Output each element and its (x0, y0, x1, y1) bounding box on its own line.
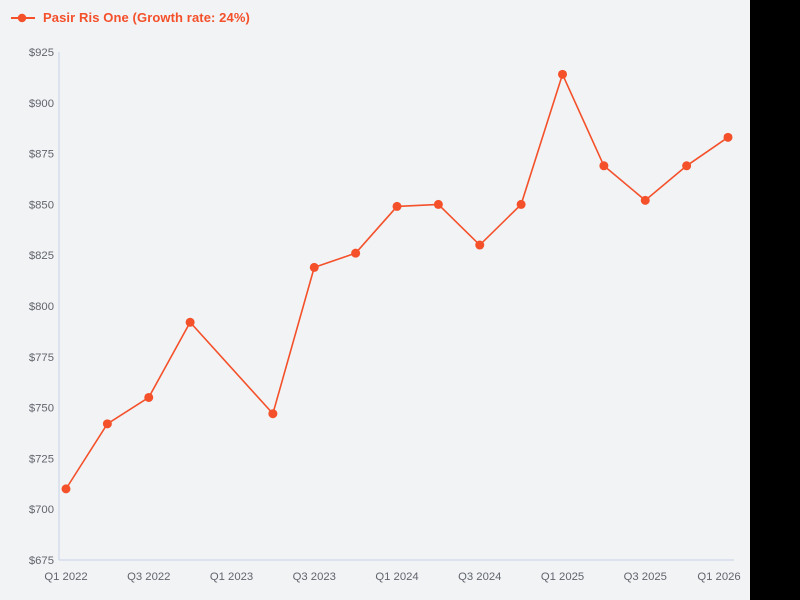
data-point[interactable] (433, 199, 443, 209)
data-point[interactable] (558, 69, 567, 79)
y-tick-label: $750 (29, 403, 54, 415)
y-tick-label: $850 (29, 199, 54, 211)
x-tick-label: Q1 2026 (697, 571, 740, 583)
data-point[interactable] (102, 419, 112, 429)
series-line (65, 72, 729, 490)
data-point[interactable] (351, 248, 361, 258)
x-tick-label: Q3 2024 (458, 571, 501, 583)
y-tick-label: $775 (29, 352, 54, 364)
x-tick-label: Q3 2022 (127, 571, 170, 583)
y-tick-label: $800 (29, 301, 54, 313)
y-tick-label: $725 (29, 453, 54, 465)
data-point[interactable] (185, 317, 195, 327)
y-tick-label: $825 (29, 250, 54, 262)
x-tick-label: Q1 2023 (210, 571, 253, 583)
data-point[interactable] (723, 132, 733, 142)
y-tick-label: $675 (29, 555, 54, 567)
x-tick-label: Q1 2025 (541, 571, 584, 583)
x-tick-label: Q3 2025 (624, 571, 667, 583)
x-tick-label: Q1 2022 (44, 571, 87, 583)
y-tick-label: $925 (29, 47, 54, 59)
legend-item[interactable]: Pasir Ris One (Growth rate: 24%) (11, 10, 250, 25)
data-point[interactable] (309, 262, 319, 272)
data-point[interactable] (475, 240, 485, 250)
chart-area: Pasir Ris One (Growth rate: 24%) $925 $90… (11, 10, 741, 583)
data-point[interactable] (640, 195, 650, 205)
x-tick-label: Q3 2023 (293, 571, 336, 583)
data-point[interactable] (682, 161, 692, 171)
data-point[interactable] (599, 161, 609, 171)
x-tick-label: Q1 2024 (375, 571, 418, 583)
legend-label: Pasir Ris One (Growth rate: 24%) (43, 10, 250, 25)
right-black-bar (750, 0, 800, 600)
series-marker-icon (11, 13, 35, 22)
y-tick-label: $875 (29, 149, 54, 161)
data-point[interactable] (516, 199, 526, 209)
data-point[interactable] (392, 201, 402, 211)
data-point[interactable] (144, 392, 154, 402)
data-point[interactable] (61, 484, 71, 494)
data-point[interactable] (268, 409, 278, 419)
line-chart: $925 $900 $875 $850 $825 $800 $775 $750 $725 $700… (29, 47, 741, 583)
y-tick-label: $900 (29, 98, 54, 110)
y-tick-label: $700 (29, 504, 54, 516)
